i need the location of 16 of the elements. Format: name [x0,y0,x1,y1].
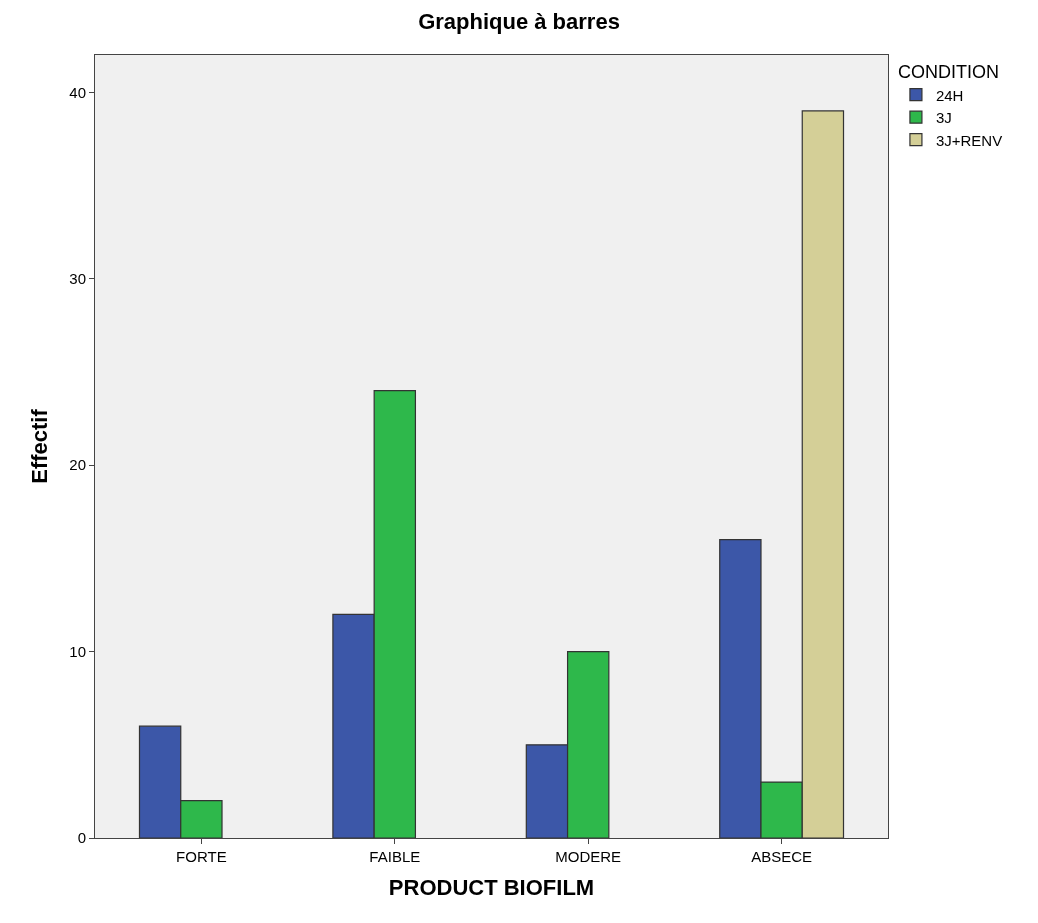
x-tick-label: ABSECE [751,848,813,865]
legend-label: 24H [935,86,964,104]
x-tick-label: MODERE [555,848,622,865]
y-tick-label: 30 [69,269,86,287]
y-tick-label: 0 [77,829,86,847]
y-tick-label: 40 [69,83,86,101]
x-tick-label: FAIBLE [369,848,421,865]
chart-title: Graphique à barres [418,9,620,35]
y-axis-title: Effectif [27,408,53,484]
y-tick-label: 20 [69,456,86,474]
legend-label: 3J+RENV [935,131,1003,149]
legend-label: 3J [935,109,952,126]
x-axis-title: PRODUCT BIOFILM [388,874,595,900]
y-tick-label: 10 [69,642,86,660]
x-tick-label: FORTE [176,848,227,865]
legend-title: CONDITION [897,62,999,83]
